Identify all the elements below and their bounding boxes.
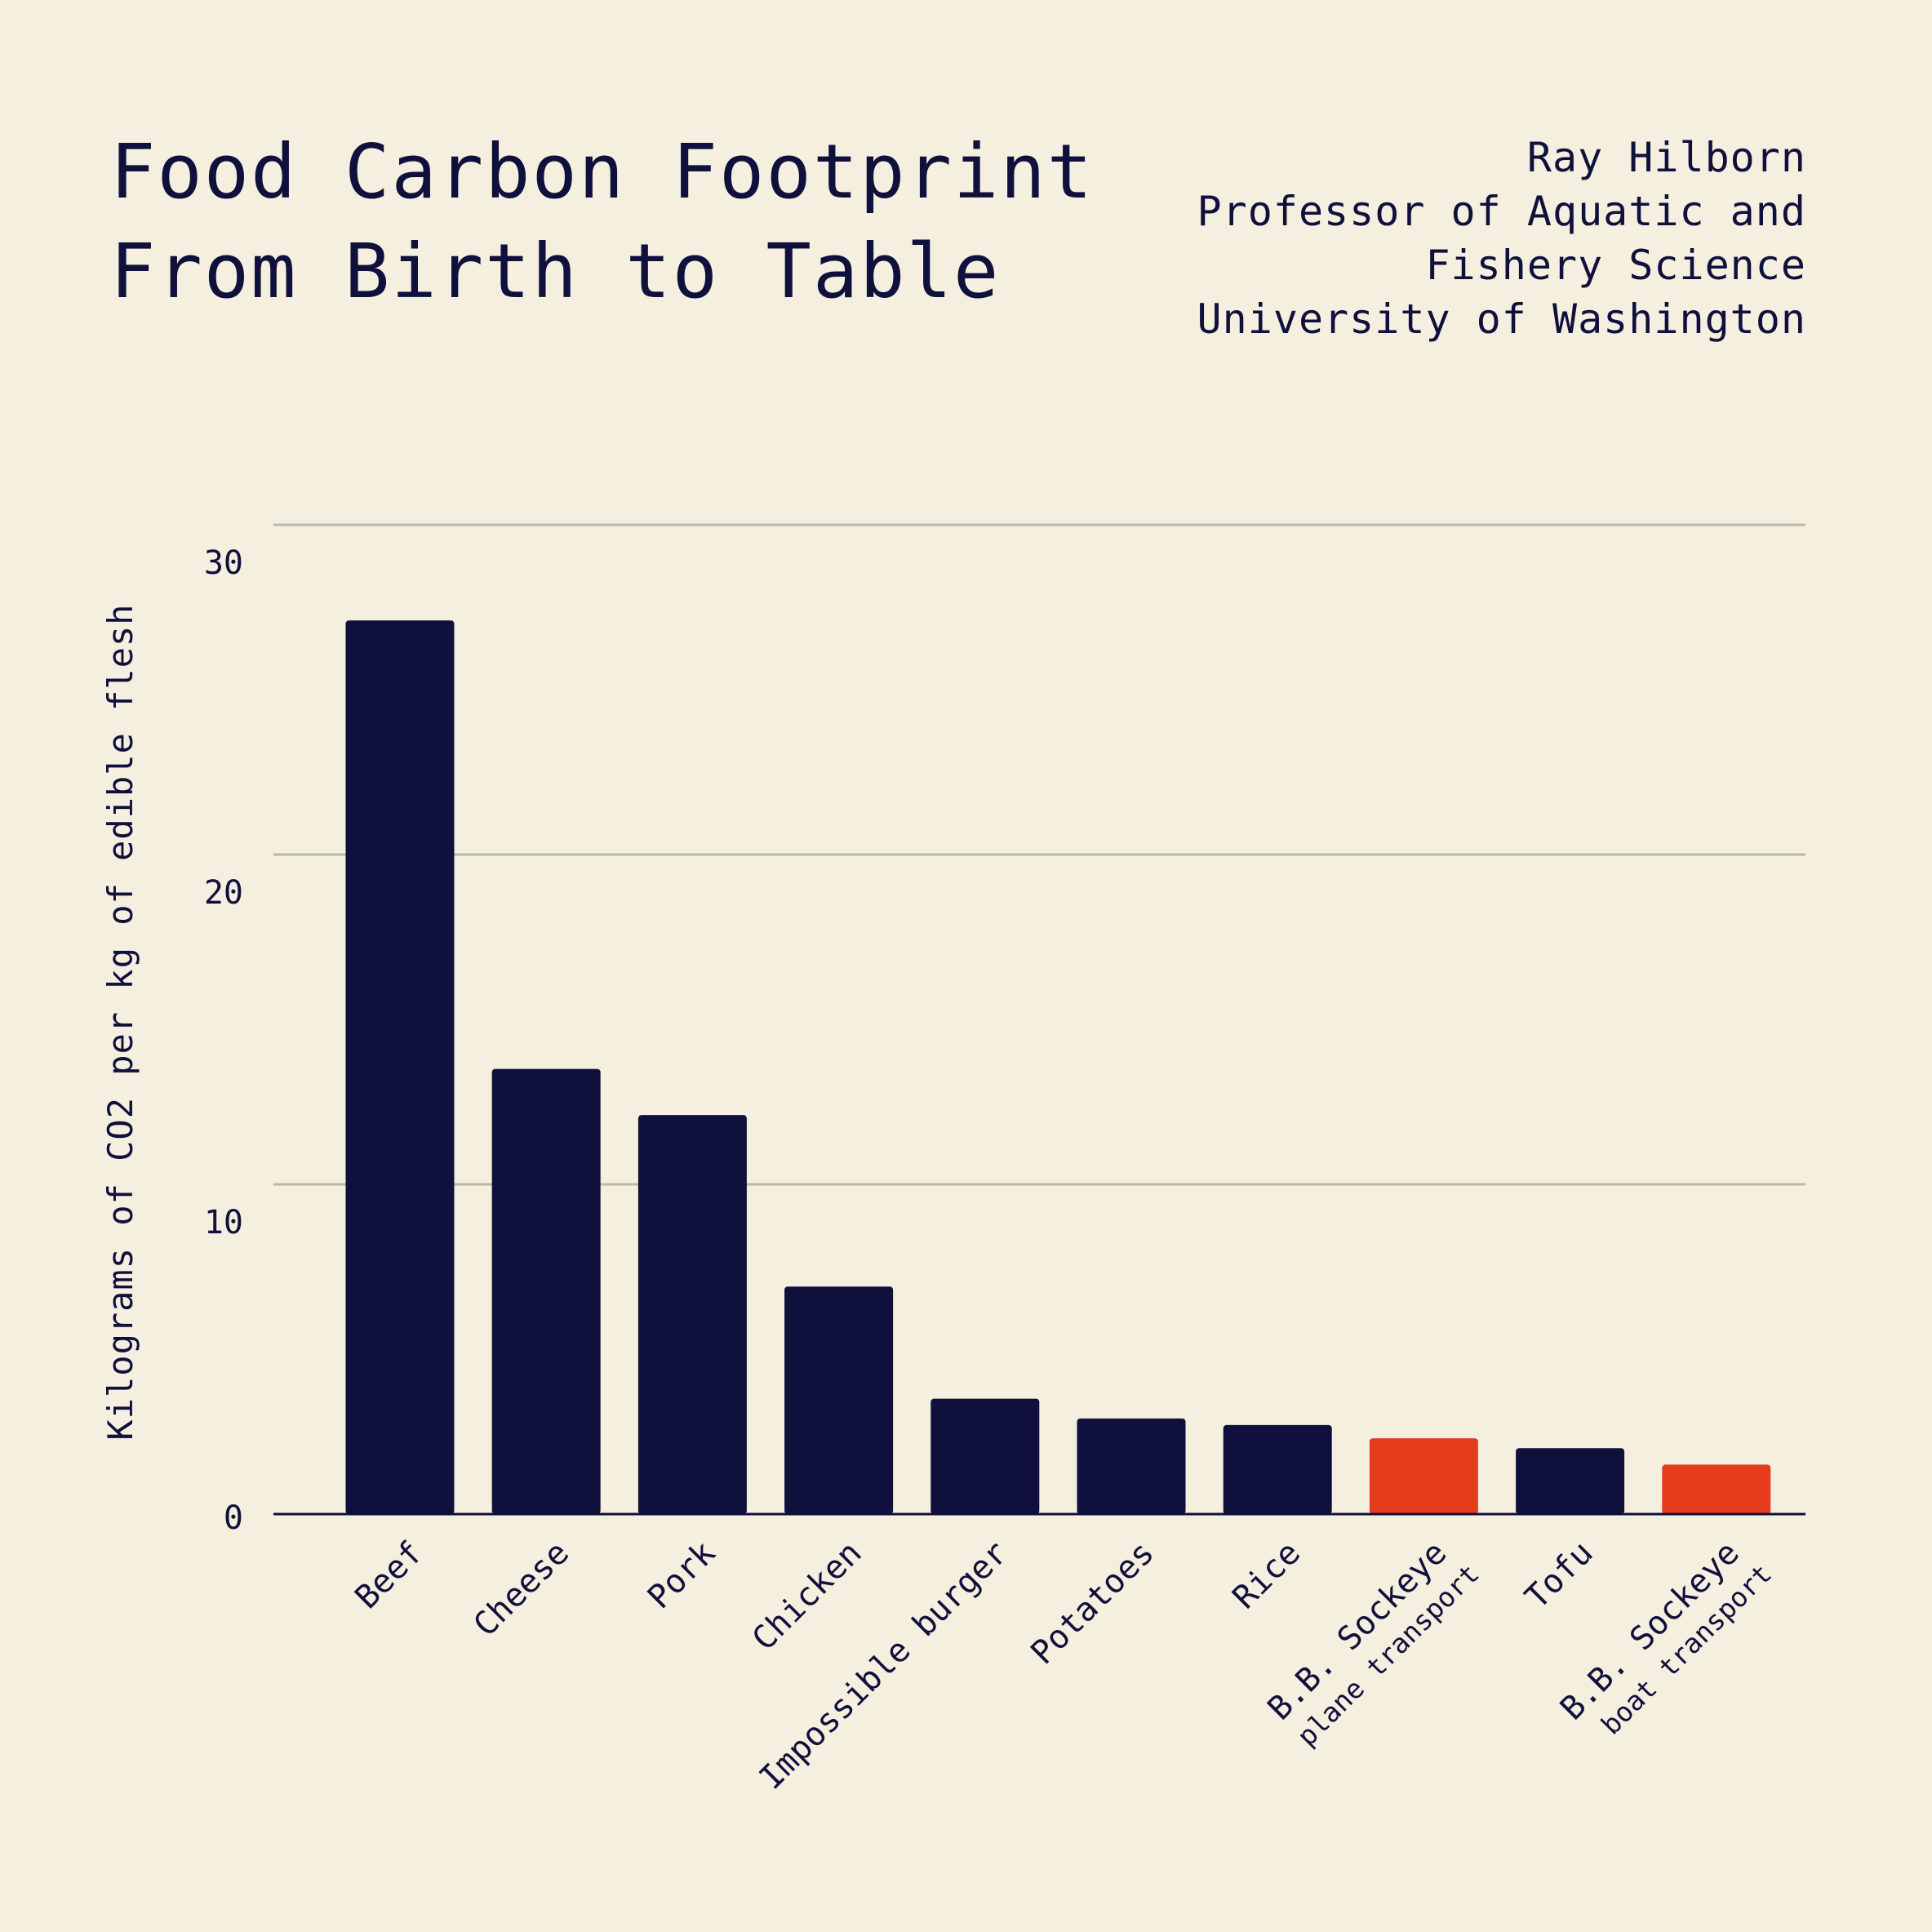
x-tick-label: Cheese — [467, 1534, 577, 1645]
bar — [345, 620, 455, 1515]
y-tick-label: 20 — [204, 874, 243, 912]
y-tick-label: 0 — [224, 1499, 243, 1537]
author-role-line-1: Professor of Aquatic and — [1197, 188, 1806, 235]
category-label: Rice — [1226, 1534, 1308, 1617]
author-affiliation: University of Washington — [1197, 295, 1806, 343]
x-tick-label: Chicken — [745, 1534, 869, 1659]
x-tick-label: Tofu — [1518, 1534, 1601, 1617]
category-label: Chicken — [745, 1534, 869, 1659]
y-axis-ticks: 0 10 20 30 — [204, 544, 243, 1537]
x-tick-label: Impossible burger — [753, 1534, 1015, 1797]
chart-title: Food Carbon Footprint From Birth to Tabl… — [110, 122, 1094, 322]
category-label: Potatoes — [1024, 1534, 1161, 1672]
bar — [1223, 1424, 1332, 1514]
x-tick-label: Pork — [641, 1534, 723, 1617]
y-tick-label: 30 — [204, 544, 243, 582]
category-label: Tofu — [1518, 1534, 1601, 1617]
x-tick-label: Potatoes — [1024, 1534, 1161, 1672]
x-tick-label: Rice — [1226, 1534, 1308, 1617]
category-label: Pork — [641, 1534, 723, 1617]
author-credit: Ray Hilborn Professor of Aquatic and Fis… — [1197, 131, 1806, 346]
category-label: Beef — [348, 1534, 430, 1617]
author-role-line-2: Fishery Science — [1425, 242, 1806, 289]
author-name: Ray Hilborn — [1526, 134, 1806, 181]
bars — [345, 620, 1771, 1515]
bar — [491, 1068, 601, 1514]
bar — [1662, 1464, 1771, 1514]
category-label: Cheese — [467, 1534, 577, 1645]
bar — [1369, 1438, 1478, 1514]
bar — [930, 1398, 1040, 1514]
bar — [1516, 1448, 1625, 1514]
y-axis-label: Kilograms of CO2 per kg of edible flesh — [100, 603, 140, 1440]
title-line-2: From Birth to Table — [110, 228, 1001, 315]
bar — [784, 1286, 894, 1514]
y-tick-label: 10 — [204, 1204, 243, 1241]
x-tick-label: Beef — [348, 1534, 430, 1617]
category-label: Impossible burger — [753, 1534, 1015, 1797]
bar — [637, 1115, 747, 1514]
bar — [1077, 1418, 1186, 1514]
title-line-1: Food Carbon Footprint — [110, 128, 1095, 215]
